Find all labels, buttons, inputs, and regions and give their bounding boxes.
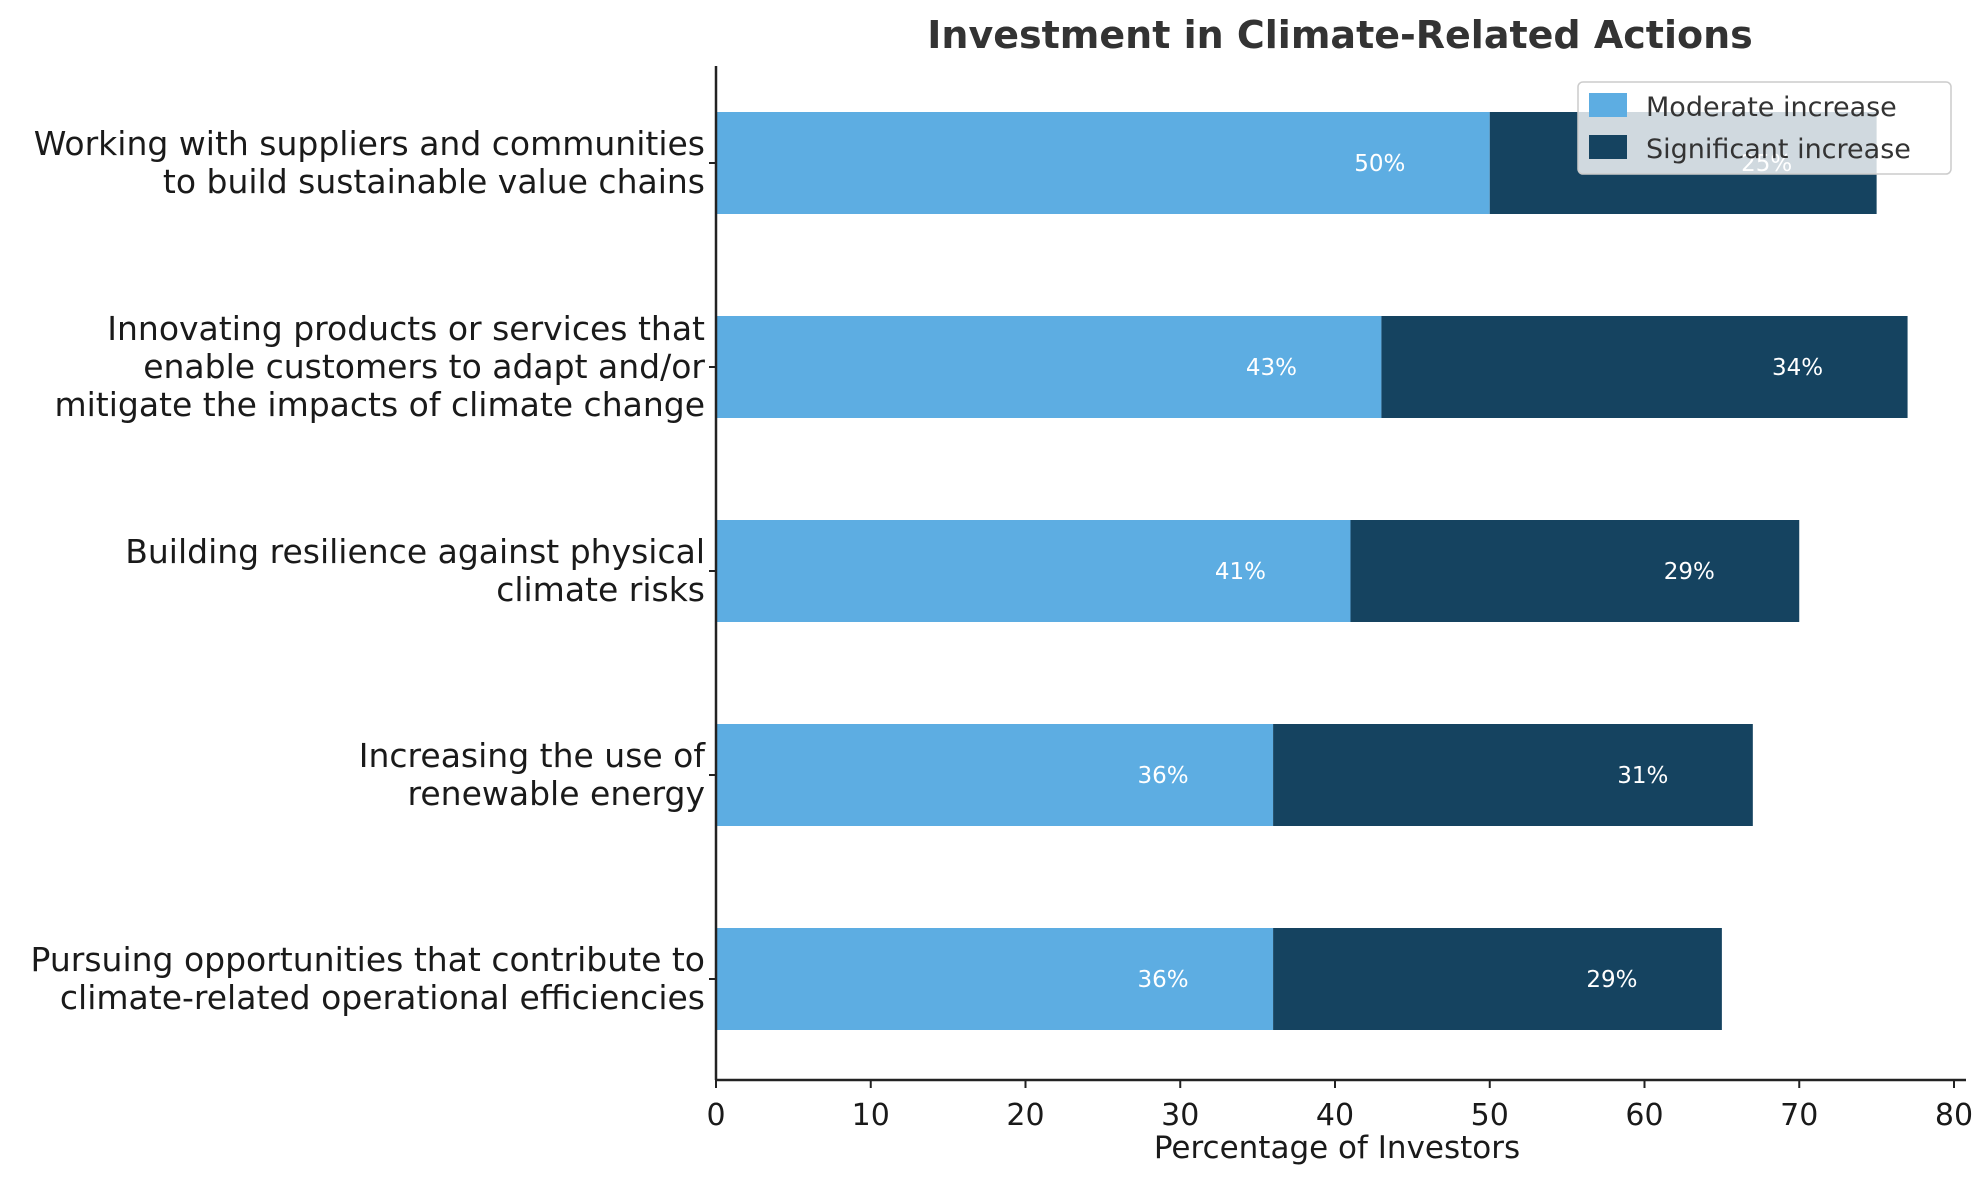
bar-significant-1: [1381, 316, 1908, 418]
category-label: Building resilience against physical clim…: [125, 532, 705, 609]
category-label: Pursuing opportunities that contribute t…: [31, 940, 705, 1017]
bar-value-label: 29%: [1586, 967, 1637, 993]
bar-value-label: 31%: [1617, 763, 1668, 789]
x-tick-label: 30: [1161, 1098, 1199, 1133]
bar-significant-4: [1273, 928, 1722, 1030]
bar-moderate-2: [716, 520, 1351, 622]
bar-significant-3: [1273, 724, 1753, 826]
y-axis: Working with suppliers and communities to…: [31, 66, 718, 1080]
x-tick-label: 70: [1780, 1098, 1818, 1133]
x-tick-label: 10: [852, 1098, 890, 1133]
bar-moderate-3: [716, 724, 1274, 826]
x-tick-label: 40: [1316, 1098, 1354, 1133]
bar-moderate-4: [716, 928, 1274, 1030]
bar-value-label: 43%: [1246, 355, 1297, 381]
bar-moderate-1: [716, 316, 1382, 418]
x-axis: 0 10 20 30 40 50 60 70 80: [706, 1078, 1973, 1133]
legend-swatch: [1589, 135, 1627, 159]
x-tick-label: 80: [1935, 1098, 1973, 1133]
category-label: Increasing the use of renewable energy: [359, 736, 707, 813]
bar-value-label: 50%: [1354, 151, 1405, 177]
bar-value-label: 36%: [1138, 967, 1189, 993]
x-axis-label: Percentage of Investors: [1154, 1130, 1520, 1166]
bar-value-label: 36%: [1138, 763, 1189, 789]
bar-moderate-0: [716, 112, 1490, 214]
x-tick-label: 60: [1625, 1098, 1663, 1133]
legend-label: Moderate increase: [1646, 92, 1897, 123]
bar-value-label: 29%: [1664, 559, 1715, 585]
x-tick-label: 50: [1471, 1098, 1509, 1133]
chart-title: Investment in Climate-Related Actions: [927, 13, 1753, 57]
legend-box: [1577, 81, 1952, 175]
bar-value-label: 41%: [1215, 559, 1266, 585]
bar-significant-2: [1350, 520, 1800, 622]
x-tick-label: 20: [1006, 1098, 1044, 1133]
bars-layer: [716, 112, 1908, 1030]
legend-label: Significant increase: [1646, 134, 1911, 165]
category-label: Innovating products or services that enab…: [54, 309, 705, 424]
category-label: Working with suppliers and communities to…: [34, 124, 705, 201]
legend-swatch: [1589, 93, 1627, 117]
legend: Moderate increase Significant increase: [1577, 81, 1952, 175]
x-tick-label: 0: [706, 1098, 725, 1133]
bar-value-label: 34%: [1772, 355, 1823, 381]
